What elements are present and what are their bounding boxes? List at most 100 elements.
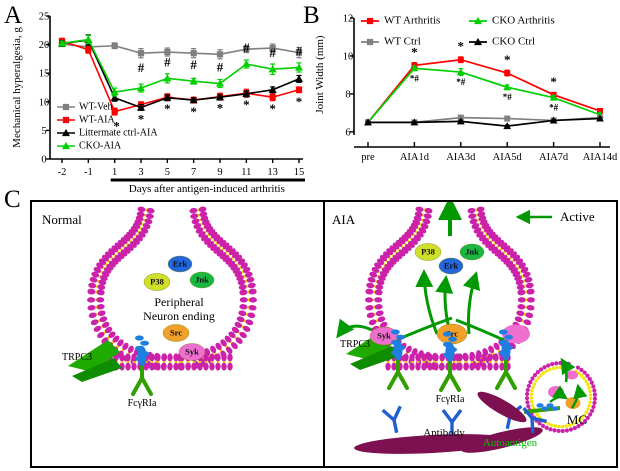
y-tick-label: 25 [39, 12, 50, 23]
lipid-head [469, 218, 478, 225]
lipid-head [367, 277, 376, 283]
signal-arrow [462, 271, 481, 335]
lipid-head [236, 275, 245, 281]
lipid-head [366, 282, 375, 289]
mc-lipid-head [592, 396, 598, 401]
data-point [366, 17, 374, 25]
lipid-head [234, 321, 243, 328]
data-point [457, 56, 464, 63]
normal-panel-title: Normal [42, 212, 82, 227]
lipid-head [469, 353, 475, 362]
lipid-head [236, 316, 245, 323]
lipid-head [225, 346, 233, 354]
lipid-head [238, 284, 247, 290]
lipid-head [173, 362, 179, 371]
lipid-head [391, 362, 397, 371]
panel-c-diagram: Normal Erk Jnk P38 Peripheral Neuron ending Sr… [30, 200, 618, 468]
mc-lipid-tail [571, 422, 575, 426]
lipid-head [481, 362, 487, 371]
series-line [61, 38, 300, 93]
autoantigen-surface [477, 391, 527, 423]
lipid-head [99, 316, 108, 323]
y-tick-label: 0 [41, 155, 46, 166]
x-axis-title: Days after antigen-induced arthritis [129, 183, 285, 195]
mc-lipid-head [526, 383, 531, 389]
lipid-head [96, 262, 104, 269]
data-point [242, 59, 251, 68]
lipid-head [197, 362, 203, 371]
active-legend-label: Active [560, 209, 595, 224]
mc-lipid-tail [553, 424, 558, 428]
lipid-head [415, 206, 424, 213]
significance-star: * [190, 104, 197, 119]
mc-lipid-tail [579, 374, 584, 378]
lipid-head [97, 310, 106, 317]
lipid-head [487, 353, 493, 362]
lipid-head [414, 211, 423, 218]
x-tick-label: 7 [191, 167, 196, 178]
mc-lipid-tail [584, 410, 589, 414]
lipid-head [375, 310, 384, 317]
significance-star-hash: *# [503, 92, 513, 102]
mc-lipid-tail [588, 396, 593, 401]
mc-lipid-head [582, 418, 588, 424]
neuron-label: Neuron ending [143, 309, 215, 323]
lipid-head [90, 319, 99, 326]
mc-lipid-tail [530, 389, 534, 393]
mc-lipid-tail [574, 420, 578, 425]
trpc3-channel [350, 346, 400, 370]
mc-lipid-head [589, 408, 595, 413]
lipid-head [127, 345, 134, 354]
molecule-label: Syk [377, 330, 391, 340]
mc-lipid-head [592, 388, 597, 393]
mc-lipid-tail [530, 399, 534, 404]
lipid-head [155, 362, 161, 371]
mc-lipid-tail [548, 367, 552, 372]
mc-lipid-head [582, 370, 587, 375]
mc-lipid-tail [587, 386, 591, 390]
lipid-head [87, 289, 96, 295]
mc-lipid-tail [529, 392, 534, 397]
lipid-head [374, 297, 383, 303]
lipid-head [463, 353, 469, 362]
data-point [269, 94, 276, 101]
x-tick-label: -1 [84, 167, 93, 178]
y-tick-label: 10 [39, 97, 50, 108]
lipid-head [517, 304, 526, 310]
data-point [549, 116, 558, 124]
mc-lipid-tail [534, 379, 538, 383]
data-point [136, 83, 146, 92]
lipid-head [193, 223, 202, 229]
mc-lipid-tail [588, 400, 592, 404]
series-line [367, 58, 601, 123]
molecule-p38 [414, 243, 442, 261]
mc-lipid-head [525, 391, 530, 397]
data-point [294, 74, 304, 83]
y-tick-label: 6 [345, 127, 350, 138]
lipid-head [365, 297, 374, 303]
lipid-head [189, 207, 198, 214]
legend-label: CKO-AIA [79, 140, 122, 151]
lipid-head [377, 316, 386, 323]
significance-hash: # [217, 59, 224, 74]
syk-to-trpc3-arrow [336, 318, 373, 339]
lipid-head [231, 326, 240, 334]
mc-lipid-tail [560, 424, 565, 429]
lipid-head [119, 353, 125, 362]
y-tick-label: 15 [39, 69, 50, 80]
signal-arrow [391, 316, 453, 344]
data-point [504, 115, 511, 122]
legend-label: WT Ctrl [384, 36, 421, 48]
lipid-head [514, 275, 523, 281]
series-cko-aia [57, 34, 304, 97]
lipid-head [525, 282, 534, 289]
panel-c-letter: C [4, 186, 21, 213]
receptor-helix [140, 340, 149, 346]
x-tick-label: 11 [241, 167, 251, 178]
mc-lipid-tail [588, 389, 592, 394]
mc-lipid-head [526, 404, 531, 409]
lipid-head [409, 362, 415, 371]
significance-star: * [138, 112, 145, 127]
legend-label: WT Arthritis [384, 15, 440, 27]
data-point [364, 118, 372, 126]
